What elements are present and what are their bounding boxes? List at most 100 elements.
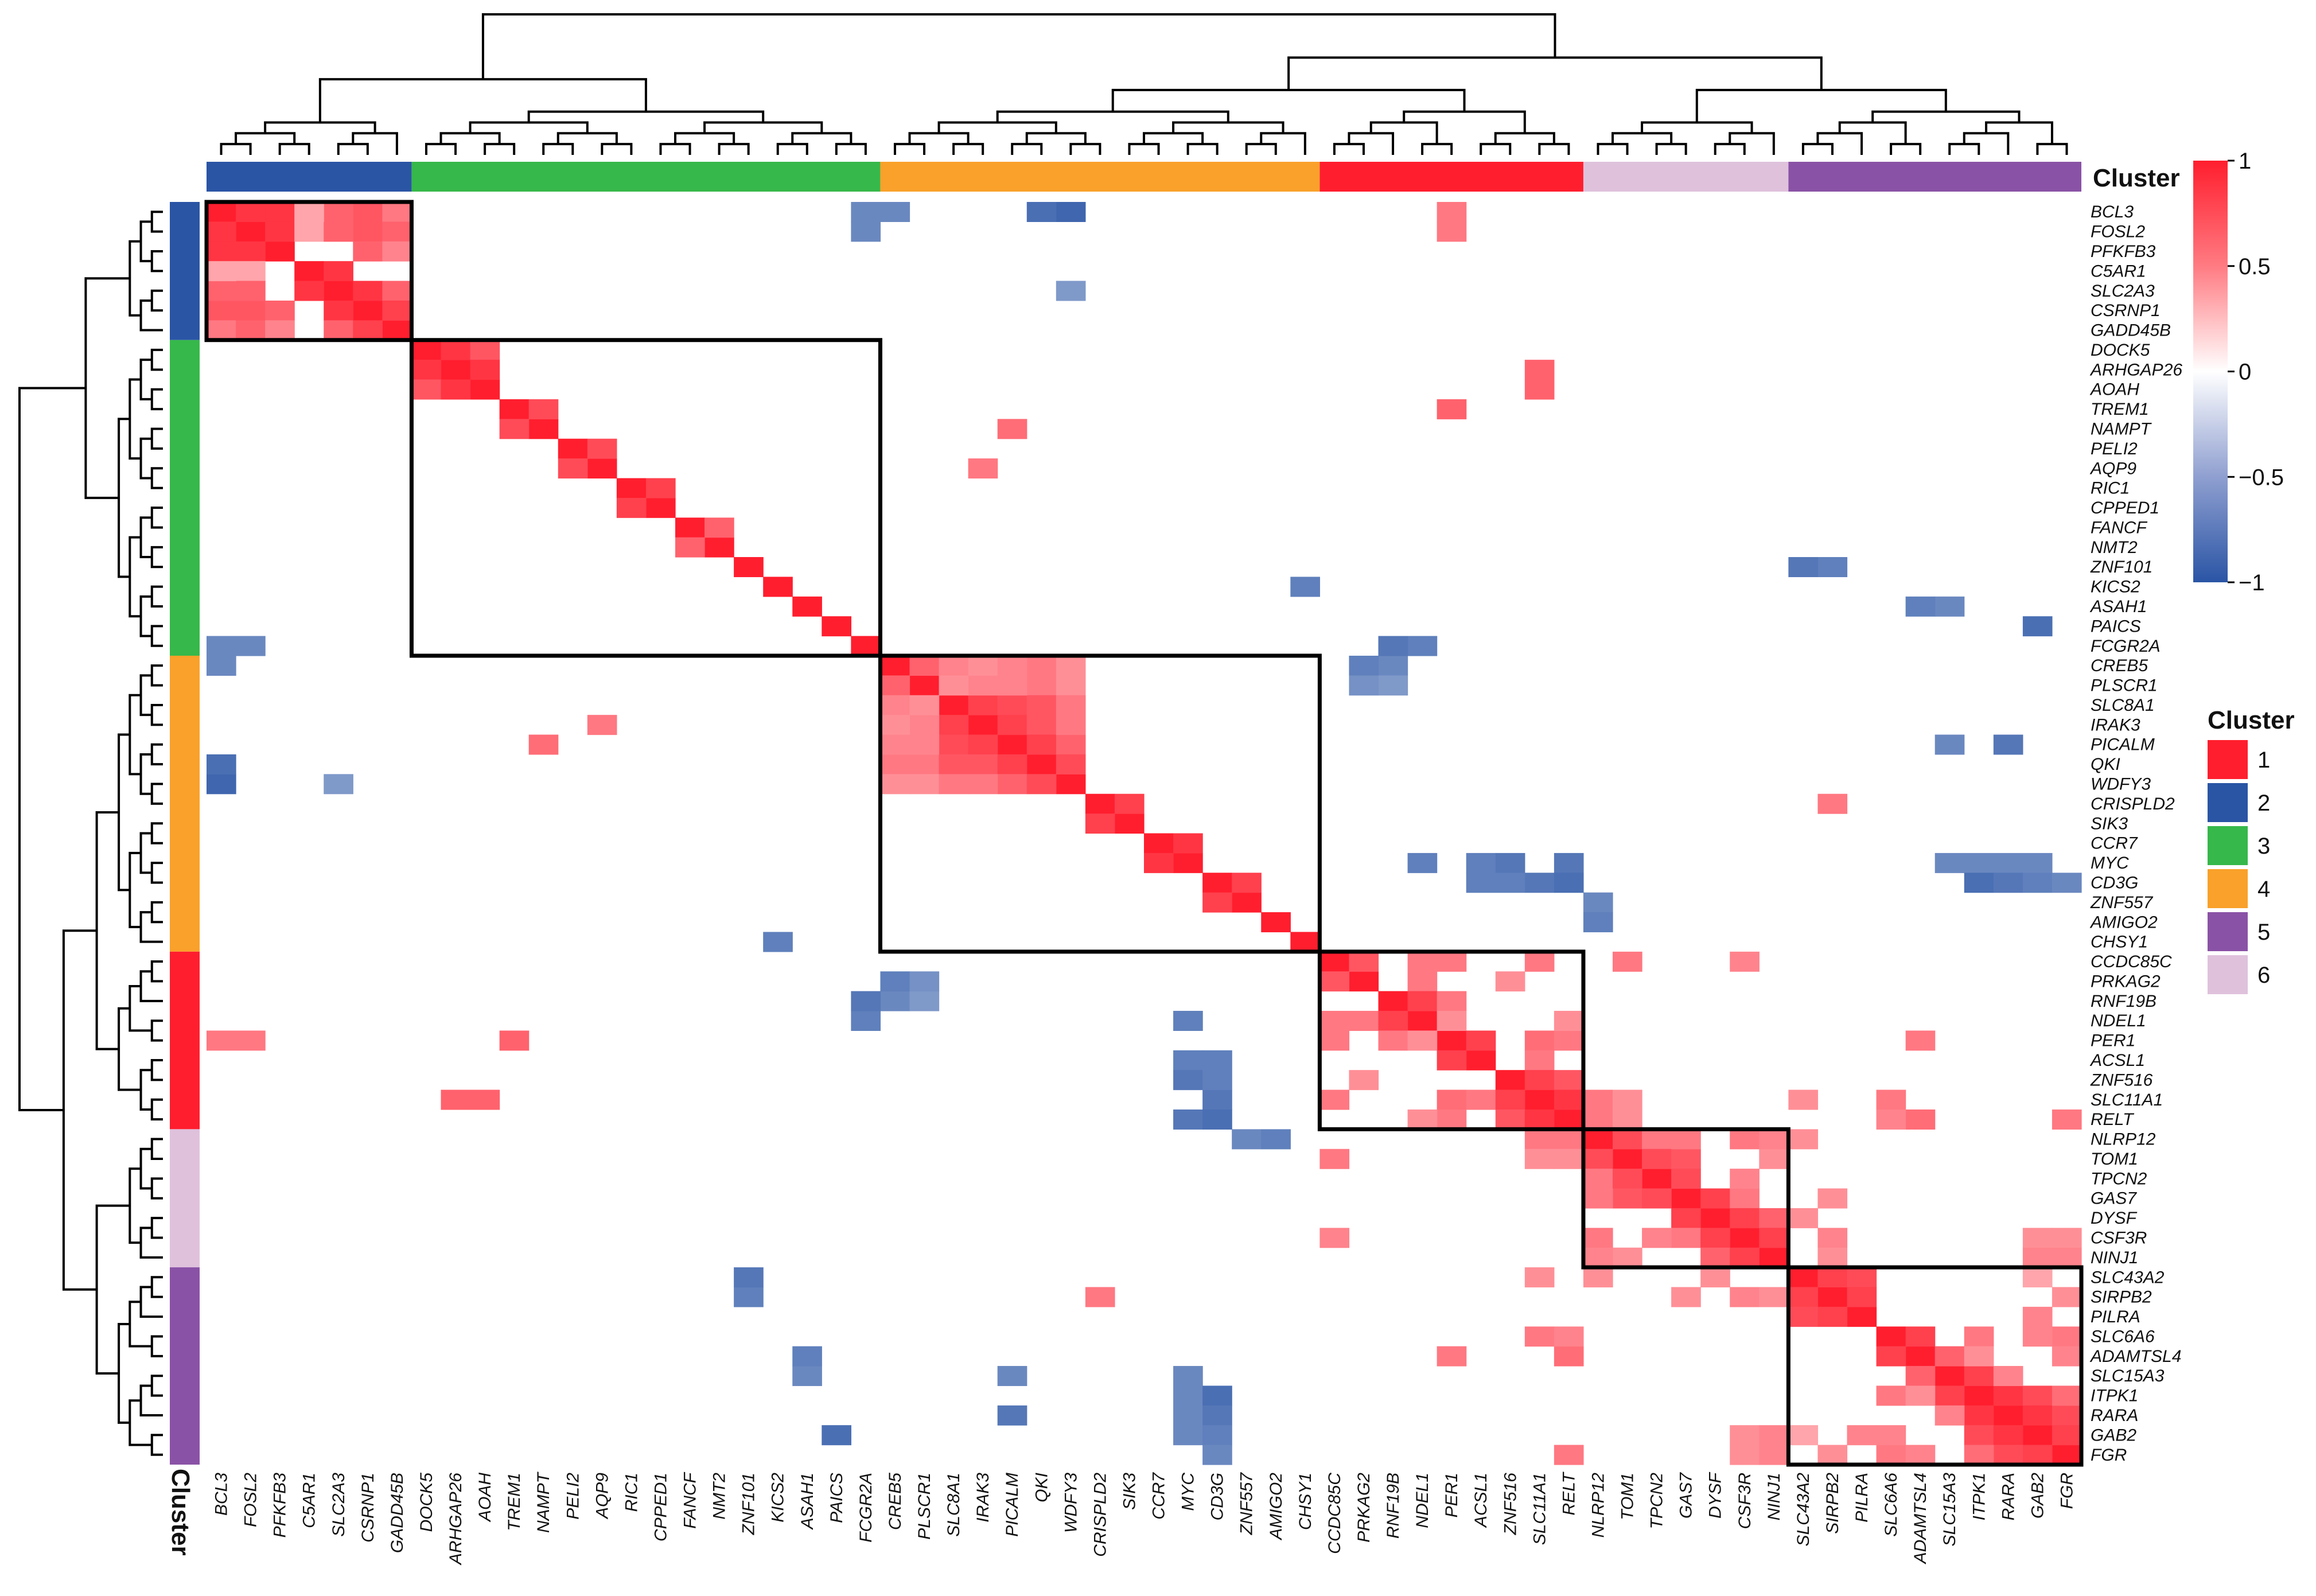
row-dendrogram-branch [129,240,141,317]
heatmap-cell [1437,202,1467,222]
colorbar-tick-label: 0 [2239,360,2251,385]
heatmap-cell [1583,1109,1613,1130]
heatmap-cell [997,774,1027,795]
heatmap-cell [1026,734,1057,755]
heatmap-cell [822,1425,851,1446]
heatmap-cell [1700,1267,1730,1288]
column-label: FANCF [681,1472,700,1528]
row-label: SLC6A6 [2091,1327,2155,1346]
column-label: SIRPB2 [1823,1473,1842,1534]
heatmap-cell [1730,1169,1760,1189]
heatmap-cell [939,675,969,696]
row-label: AOAH [2089,380,2139,399]
heatmap-cell [207,300,236,321]
column-label: SLC2A3 [329,1473,348,1537]
heatmap-cell [1642,1129,1672,1150]
heatmap-cell [1026,202,1057,222]
row-label: CCR7 [2091,834,2138,853]
row-label: RNF19B [2091,992,2157,1011]
column-label: SLC8A1 [944,1473,963,1537]
heatmap-cell [2022,1425,2053,1446]
heatmap-cell [1613,1089,1642,1110]
heatmap-cell [1934,1346,1965,1367]
heatmap-cell [880,734,910,755]
heatmap-cell [324,774,353,795]
row-label: CSF3R [2091,1229,2147,1248]
column-dendrogram-branch [1287,56,1823,90]
heatmap-cell [1173,1385,1203,1406]
heatmap-cell [1730,1208,1760,1228]
heatmap-cell [1554,1149,1584,1169]
row-label: DOCK5 [2091,341,2150,360]
heatmap-cell [792,1366,822,1387]
row-dendrogram-branch [150,507,163,529]
heatmap-cell [909,971,940,992]
row-label: PER1 [2091,1031,2135,1050]
column-label: CCDC85C [1325,1473,1344,1554]
heatmap-cell [2052,873,2082,893]
heatmap-cell [909,734,940,755]
column-dendrogram-branch [481,13,1556,80]
column-label: TPCN2 [1648,1473,1667,1529]
heatmap-cell [1524,951,1555,972]
column-dendrogram-branch [1143,132,1204,145]
heatmap-cell [1817,1247,1848,1268]
heatmap-cell [616,478,647,499]
column-label: DYSF [1706,1472,1725,1519]
column-dendrogram-branch [1480,143,1512,155]
heatmap-cell [1993,734,2023,755]
heatmap-cell [207,320,236,341]
column-dendrogram-branch [425,143,457,155]
heatmap-cell [1583,1188,1613,1209]
colorbar-tick-label: −0.5 [2239,465,2284,490]
heatmap-cell [1934,596,1965,617]
column-label: PER1 [1442,1473,1461,1517]
row-label: PLSCR1 [2091,676,2158,695]
row-annotation-segment-cluster-2 [170,202,200,340]
heatmap-cell [1495,1109,1525,1130]
heatmap-cell [939,715,969,735]
heatmap-cell [1202,1445,1232,1465]
heatmap-cell [1788,1425,1819,1446]
cluster-legend-title: Cluster [2208,706,2295,734]
column-dendrogram-branch [337,143,369,155]
column-dendrogram-branch [352,132,398,155]
heatmap-cell [1085,813,1115,834]
heatmap-cell [1202,1070,1232,1091]
heatmap-cell [207,281,236,301]
heatmap-cell [382,202,412,222]
row-dendrogram [18,211,163,1456]
heatmap-cell [1730,1228,1760,1248]
heatmap-cell [382,300,412,321]
row-dendrogram-branch [139,1147,152,1190]
column-label: CREB5 [886,1473,905,1530]
heatmap-cell [470,340,500,360]
heatmap-cell [1349,1011,1379,1031]
column-dendrogram-branch [1801,143,1834,155]
heatmap-cell [1524,1109,1555,1130]
column-annotation-segment-cluster-1 [1319,162,1583,192]
column-label: ITPK1 [1969,1473,1988,1520]
heatmap-cell [880,202,910,222]
column-dendrogram-branch [718,143,750,155]
row-label: SIRPB2 [2091,1288,2152,1307]
row-label: CREB5 [2091,656,2148,675]
column-annotation-segment-cluster-2 [207,162,412,192]
colorbar: 1 0.5 0 −0.5 −1 [2193,149,2284,595]
heatmap-cell [1759,1208,1789,1228]
row-label: SIK3 [2091,814,2128,833]
heatmap-cell [1788,1306,1819,1327]
heatmap-cell [2052,1109,2082,1130]
heatmap-cell [382,241,412,262]
heatmap-cell [1730,1129,1760,1150]
heatmap-cell [1495,1070,1525,1091]
heatmap-cell [382,281,412,301]
row-label: NINJ1 [2091,1248,2138,1267]
heatmap-cell [792,596,822,617]
column-label: PILRA [1852,1473,1871,1523]
heatmap-cell [1759,1247,1789,1268]
cluster-box-1 [1317,949,1586,1131]
heatmap-cell [1700,1228,1730,1248]
column-label: FCGR2A [857,1473,875,1543]
cluster-box-6 [1581,1127,1790,1270]
